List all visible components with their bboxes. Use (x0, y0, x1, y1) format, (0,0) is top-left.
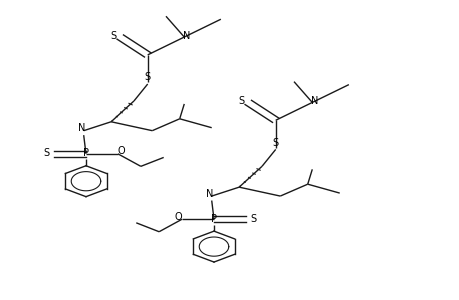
Text: N: N (78, 123, 85, 133)
Text: S: S (238, 96, 244, 106)
Text: P: P (83, 148, 89, 158)
Text: O: O (174, 212, 182, 222)
Text: N: N (205, 189, 213, 199)
Text: N: N (183, 31, 190, 40)
Text: S: S (272, 138, 278, 148)
Text: N: N (310, 96, 318, 106)
Text: P: P (211, 214, 217, 224)
Text: S: S (44, 148, 50, 158)
Text: S: S (110, 31, 116, 40)
Text: O: O (118, 146, 125, 157)
Text: S: S (144, 72, 151, 82)
Text: S: S (250, 214, 256, 224)
